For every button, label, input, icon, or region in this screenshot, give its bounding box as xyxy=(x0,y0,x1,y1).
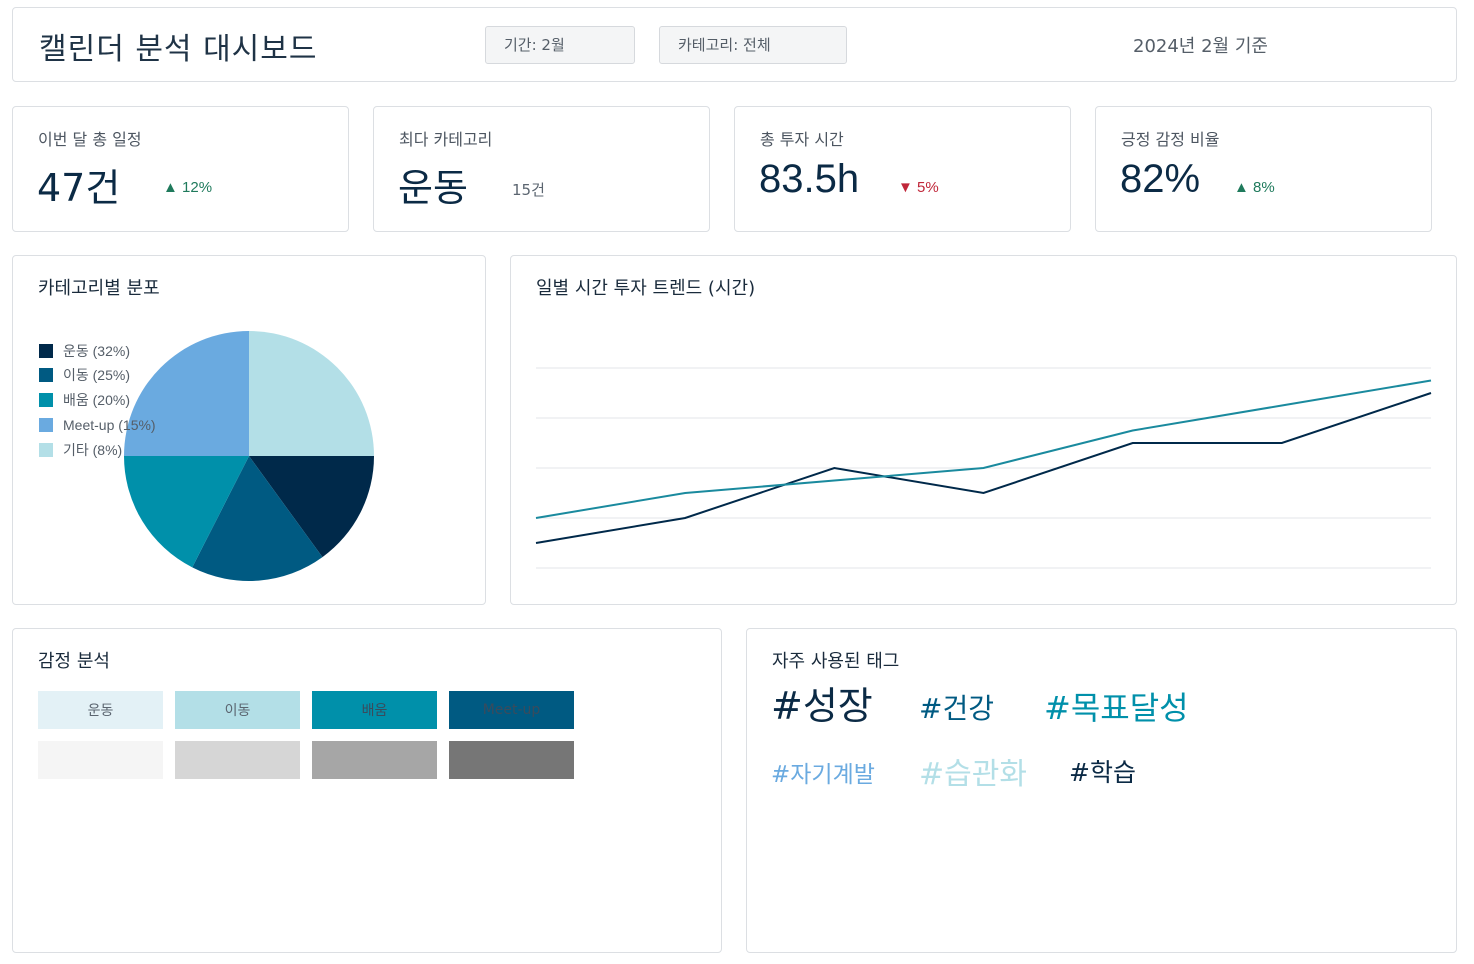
legend-label: Meet-up (15%) xyxy=(63,417,156,433)
emotion-category-label: Meet-up xyxy=(482,702,541,718)
kpi-value: 83.5h xyxy=(759,157,860,201)
pie-chart xyxy=(124,331,374,581)
emotion-scale-cell xyxy=(175,741,300,779)
kpi-value: 운동 xyxy=(398,166,468,210)
category-filter[interactable]: 카테고리: 전체 xyxy=(659,26,847,64)
emotion-scale-cell xyxy=(38,741,163,779)
legend-swatch xyxy=(39,443,53,457)
legend-item: 이동 (25%) xyxy=(39,366,130,384)
emotion-scale-cell xyxy=(449,741,574,779)
emotion-scale-cell xyxy=(312,741,437,779)
legend-label: 이동 (25%) xyxy=(63,367,130,383)
page-title: 캘린더 분석 대시보드 xyxy=(39,32,318,67)
pie-slice[interactable] xyxy=(124,456,249,568)
as-of-date: 2024년 2월 기준 xyxy=(1133,36,1268,57)
frequent-tags-panel: 자주 사용된 태그 #성장 #건강 #목표달성 #자기계발 #습관화 #학습 xyxy=(746,628,1457,953)
tag-item[interactable]: #학습 xyxy=(1069,758,1136,787)
kpi-delta: ▲ 8% xyxy=(1234,179,1275,196)
emotion-category-cell[interactable]: 운동 xyxy=(38,691,163,729)
kpi-card-total-time: 총 투자 시간 83.5h ▼ 5% xyxy=(734,106,1071,232)
legend-item: 배움 (20%) xyxy=(39,391,130,409)
kpi-label: 총 투자 시간 xyxy=(760,130,844,149)
legend-label: 배움 (20%) xyxy=(63,392,130,408)
kpi-label: 긍정 감정 비율 xyxy=(1121,130,1220,149)
legend-swatch xyxy=(39,418,53,432)
tag-item[interactable]: #습관화 xyxy=(919,757,1027,792)
pie-slice[interactable] xyxy=(192,456,323,581)
emotion-analysis-panel: 감정 분석 운동 이동 배움 Meet-up xyxy=(12,628,722,953)
legend-swatch xyxy=(39,393,53,407)
tag-item[interactable]: #자기계발 xyxy=(771,762,875,788)
kpi-card-top-category: 최다 카테고리 운동 15건 xyxy=(373,106,710,232)
legend-item: 기타 (8%) xyxy=(39,441,122,459)
legend-item: 운동 (32%) xyxy=(39,342,130,360)
kpi-value: 47건 xyxy=(37,166,121,210)
panel-title: 자주 사용된 태그 xyxy=(772,651,900,672)
emotion-category-label: 이동 xyxy=(224,703,251,719)
emotion-category-label: 운동 xyxy=(87,703,114,719)
category-distribution-panel: 카테고리별 분포 운동 (32%) 이동 (25%) 배움 (20%) Meet… xyxy=(12,255,486,605)
panel-title: 카테고리별 분포 xyxy=(38,278,160,299)
legend-item: Meet-up (15%) xyxy=(39,416,156,434)
pie-slice[interactable] xyxy=(249,456,374,558)
panel-title: 감정 분석 xyxy=(38,651,110,672)
tag-item[interactable]: #성장 xyxy=(771,684,873,728)
legend-label: 기타 (8%) xyxy=(63,442,123,458)
kpi-label: 이번 달 총 일정 xyxy=(38,130,142,149)
emotion-category-cell[interactable]: Meet-up xyxy=(449,691,574,729)
kpi-delta: ▲ 12% xyxy=(163,179,213,196)
line-chart xyxy=(535,367,1432,569)
kpi-label: 최다 카테고리 xyxy=(399,130,493,149)
kpi-delta: ▼ 5% xyxy=(898,179,939,196)
legend-label: 운동 (32%) xyxy=(63,343,130,359)
daily-trend-panel: 일별 시간 투자 트렌드 (시간) xyxy=(510,255,1457,605)
tag-item[interactable]: #건강 xyxy=(919,692,994,725)
emotion-category-label: 배움 xyxy=(361,703,388,719)
emotion-category-cell[interactable]: 이동 xyxy=(175,691,300,729)
kpi-count: 15건 xyxy=(512,181,545,199)
series-line[interactable] xyxy=(535,392,1432,544)
kpi-value: 82% xyxy=(1120,157,1201,201)
kpi-card-positive-ratio: 긍정 감정 비율 82% ▲ 8% xyxy=(1095,106,1432,232)
panel-title: 일별 시간 투자 트렌드 (시간) xyxy=(536,278,756,299)
kpi-card-total-events: 이번 달 총 일정 47건 ▲ 12% xyxy=(12,106,349,232)
tag-item[interactable]: #목표달성 xyxy=(1044,689,1189,727)
period-filter[interactable]: 기간: 2월 xyxy=(485,26,635,64)
pie-slice[interactable] xyxy=(249,331,374,456)
emotion-category-cell[interactable]: 배움 xyxy=(312,691,437,729)
legend-swatch xyxy=(39,344,53,358)
series-line[interactable] xyxy=(535,379,1432,519)
pie-slice[interactable] xyxy=(124,331,249,456)
dashboard-header: 캘린더 분석 대시보드 기간: 2월 카테고리: 전체 2024년 2월 기준 xyxy=(12,7,1457,82)
legend-swatch xyxy=(39,368,53,382)
